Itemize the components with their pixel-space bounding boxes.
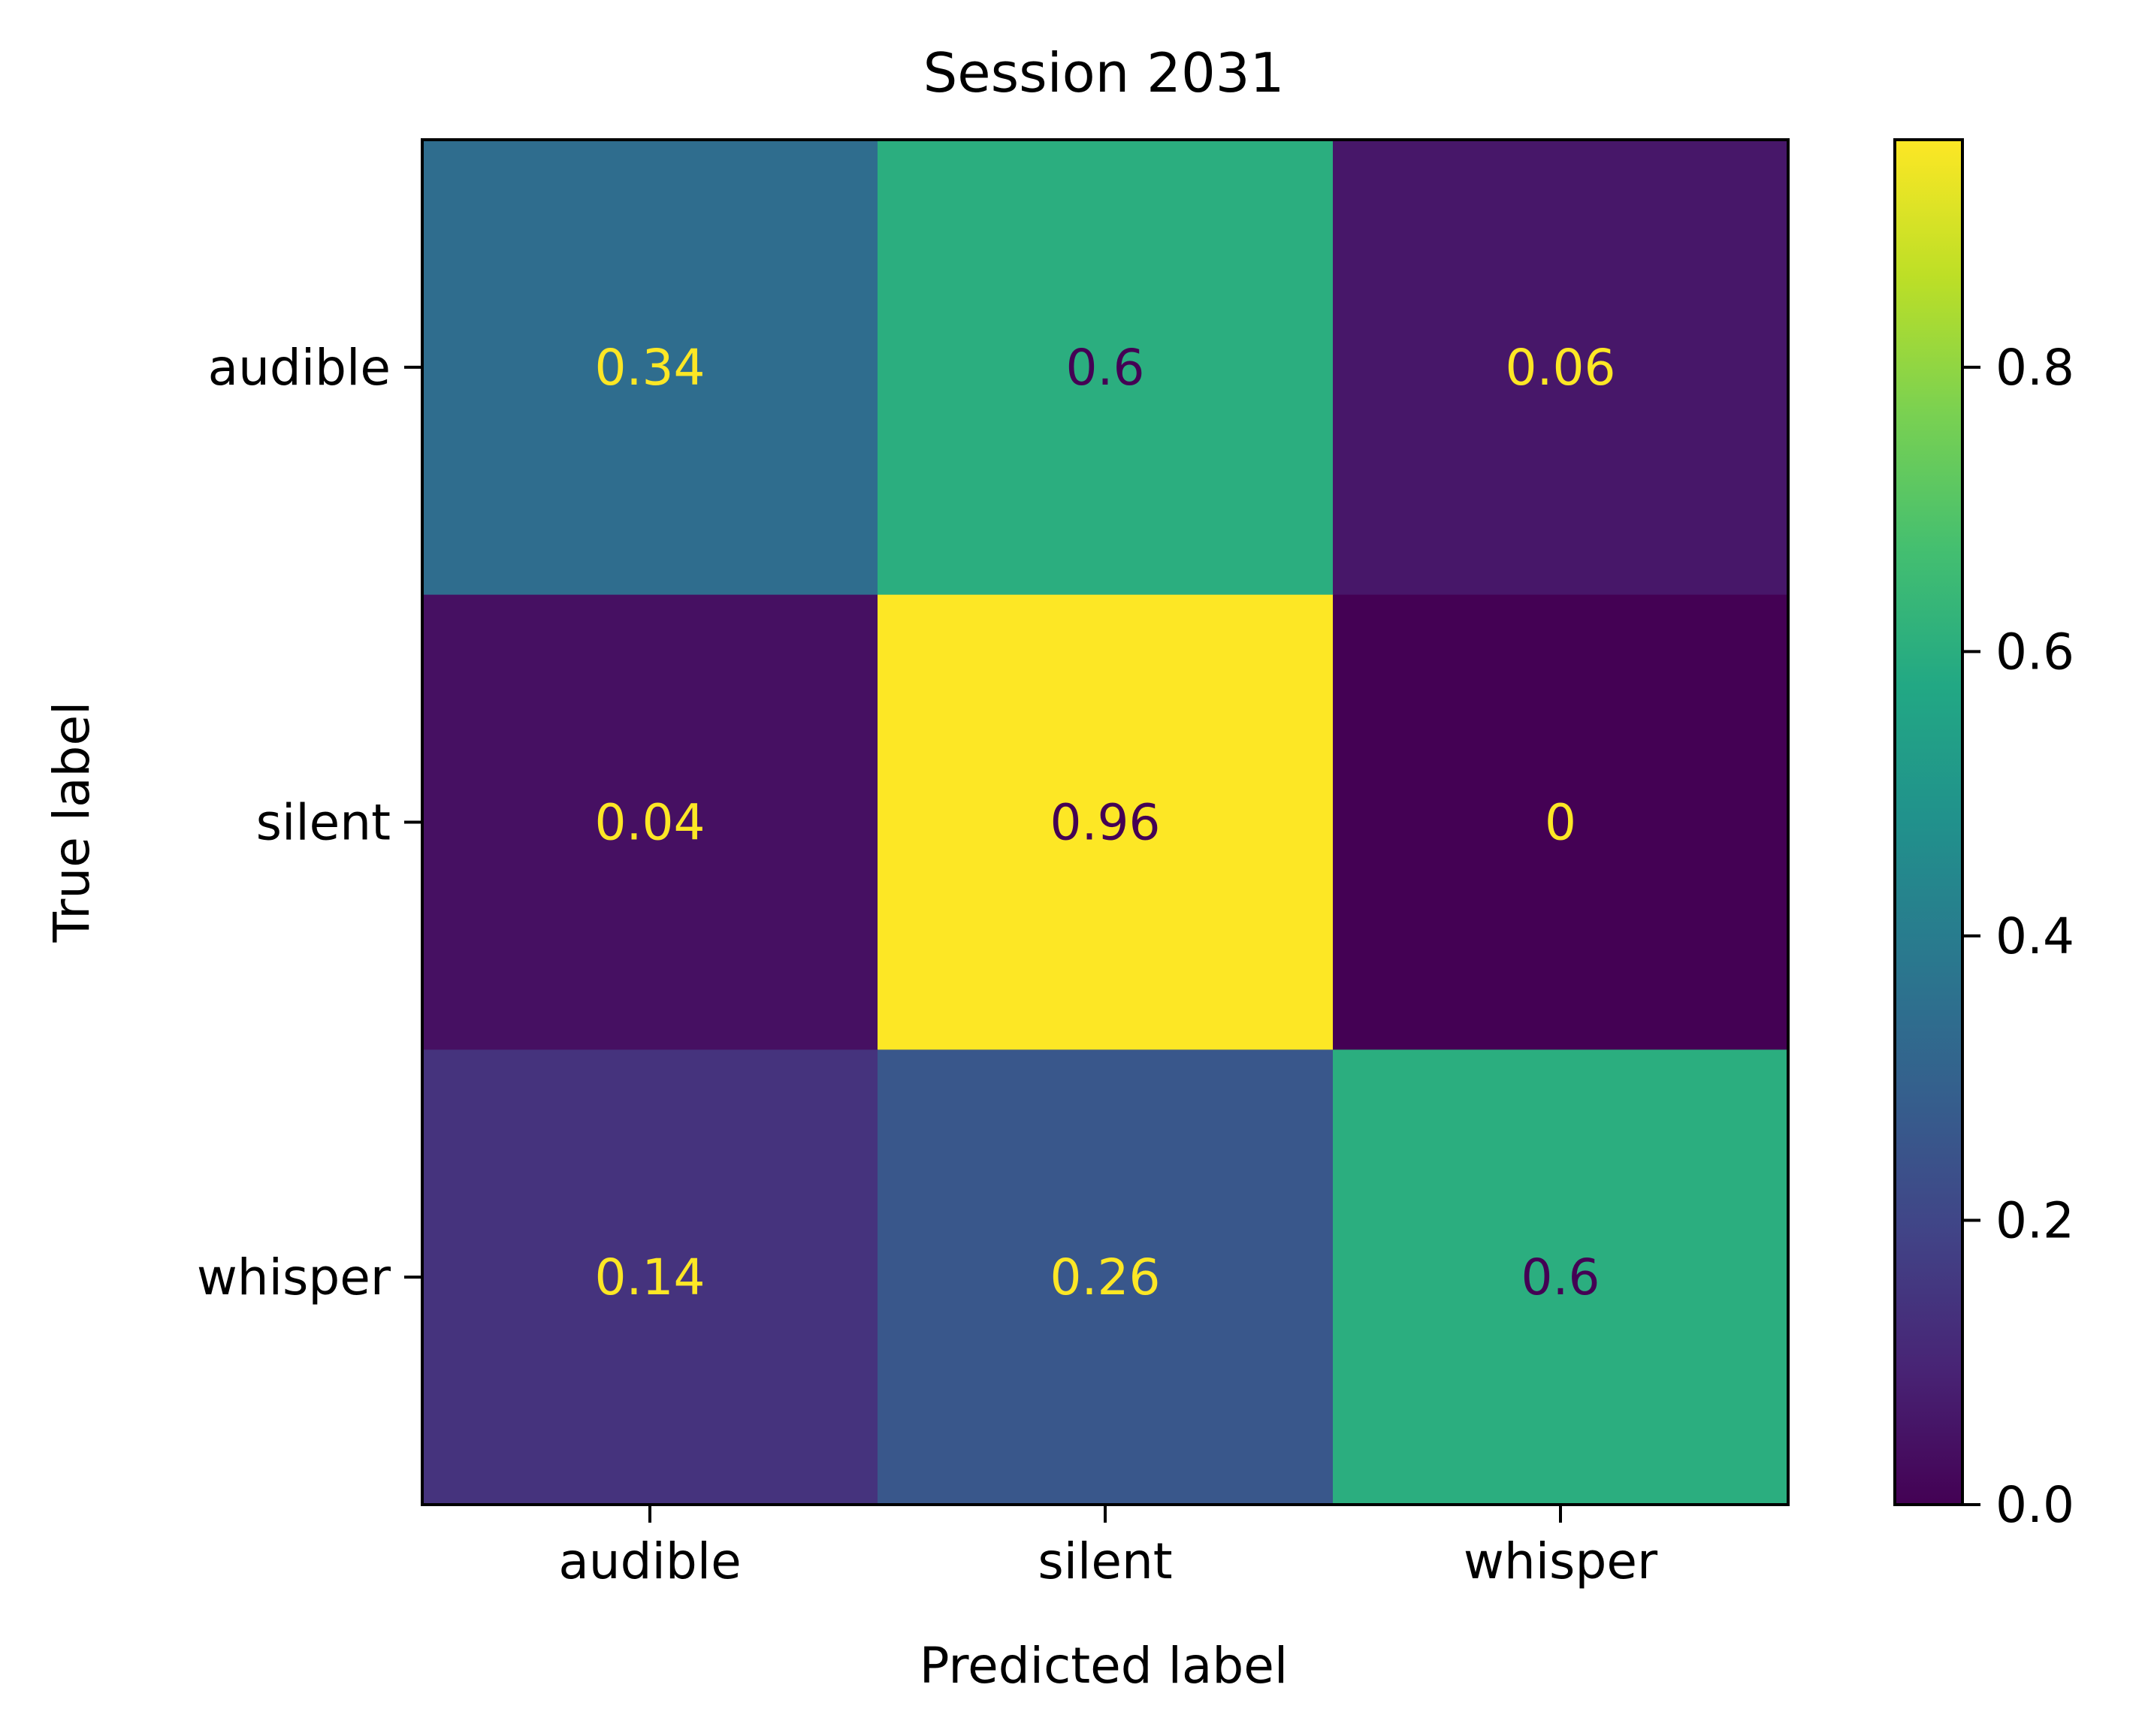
- colorbar-tick-label: 0.0: [1995, 1476, 2074, 1534]
- heatmap-cells: [422, 140, 1789, 1505]
- heatmap-cell-r1-c1: [878, 594, 1334, 1050]
- colorbar-frame: [1893, 138, 1964, 1506]
- y-tick-label: audible: [208, 339, 391, 397]
- y-tick-label: whisper: [197, 1248, 391, 1306]
- cell-value-label: 0.14: [595, 1248, 705, 1306]
- y-axis-ticks: audible silent whisper: [197, 339, 422, 1306]
- heatmap-cell-labels: 0.34 0.6 0.06 0.04 0.96 0 0.14 0.26 0.6: [595, 339, 1616, 1306]
- cell-value-label: 0.96: [1050, 794, 1161, 852]
- cell-value-label: 0.34: [595, 339, 705, 397]
- heatmap-cell-r1-c0: [422, 594, 878, 1050]
- colorbar: [1895, 140, 1962, 1505]
- y-axis-label: True label: [43, 702, 101, 943]
- heatmap-cell-r0-c0: [422, 140, 878, 596]
- heatmap-cell-r2-c0: [422, 1049, 878, 1505]
- heatmap-cell-r0-c1: [878, 140, 1334, 596]
- cell-value-label: 0.06: [1506, 339, 1616, 397]
- heatmap-cell-r0-c2: [1333, 140, 1789, 596]
- cell-value-label: 0: [1545, 794, 1576, 852]
- heatmap-cell-r2-c2: [1333, 1049, 1789, 1505]
- cell-value-label: 0.04: [595, 794, 705, 852]
- x-tick-label: audible: [558, 1532, 741, 1590]
- colorbar-ticks: 0.0 0.2 0.4 0.6 0.8: [1962, 339, 2074, 1534]
- heatmap-cell-r1-c2: [1333, 594, 1789, 1050]
- colorbar-tick-label: 0.4: [1995, 907, 2074, 965]
- heatmap-cell-r2-c1: [878, 1049, 1334, 1505]
- y-tick-label: silent: [256, 794, 391, 852]
- chart-title: Session 2031: [923, 41, 1285, 104]
- cell-value-label: 0.6: [1521, 1248, 1600, 1306]
- colorbar-tick-label: 0.2: [1995, 1191, 2074, 1249]
- colorbar-tick-label: 0.8: [1995, 339, 2074, 397]
- colorbar-tick-label: 0.6: [1995, 623, 2074, 681]
- x-tick-label: whisper: [1464, 1532, 1658, 1590]
- x-axis-label: Predicted label: [920, 1637, 1288, 1695]
- cell-value-label: 0.6: [1066, 339, 1145, 397]
- x-axis-ticks: audible silent whisper: [558, 1505, 1658, 1590]
- cell-value-label: 0.26: [1050, 1248, 1161, 1306]
- x-tick-label: silent: [1038, 1532, 1172, 1590]
